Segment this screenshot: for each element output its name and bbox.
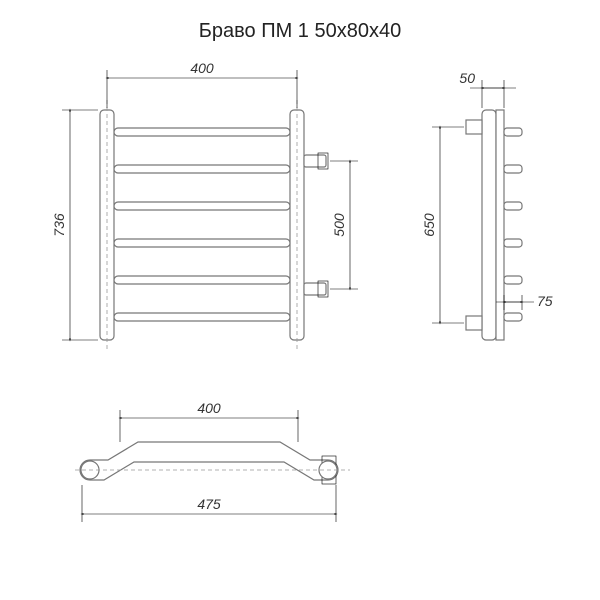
dim-side-peg: 75 bbox=[537, 293, 553, 309]
dim-side-height: 650 bbox=[421, 213, 437, 237]
side-view: 50 650 75 bbox=[421, 70, 553, 340]
dim-front-width: 400 bbox=[190, 60, 214, 76]
front-view: 400 736 500 bbox=[51, 60, 358, 350]
dim-front-height: 736 bbox=[51, 213, 67, 237]
dim-top-inner: 400 bbox=[197, 400, 221, 416]
dim-front-conn: 500 bbox=[331, 213, 347, 237]
drawing-canvas: 400 736 500 50 650 bbox=[0, 0, 600, 600]
dim-top-outer: 475 bbox=[197, 496, 221, 512]
top-view: 400 475 bbox=[75, 400, 350, 522]
dim-side-depth: 50 bbox=[459, 70, 475, 86]
